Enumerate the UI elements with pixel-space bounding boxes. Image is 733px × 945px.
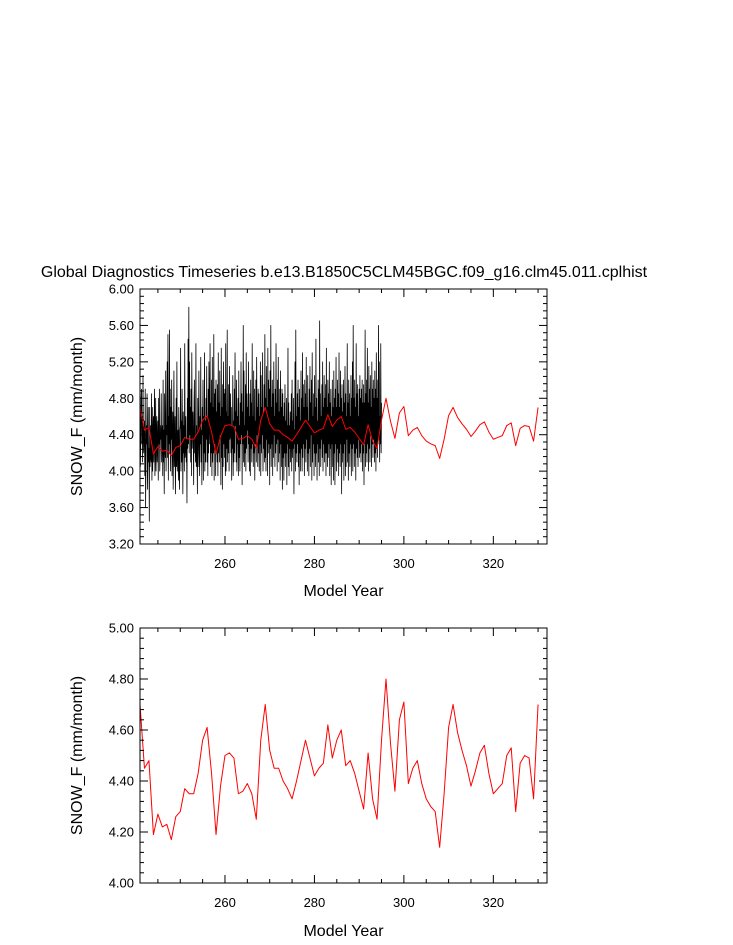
x-tick-label: 300 — [393, 895, 415, 910]
x-tick-label: 280 — [304, 895, 326, 910]
x-tick-label: 260 — [214, 556, 236, 571]
y-tick-label: 4.40 — [109, 427, 134, 442]
series-line-monthly — [139, 306, 382, 522]
annual-panel: 260 280 300 320 4.00 4.20 4.40 4.60 4.80 5.00 SNO… — [69, 621, 548, 940]
x-tick-label: 300 — [393, 556, 415, 571]
x-tick-label: 320 — [482, 895, 504, 910]
series-line-annual-mean — [139, 678, 539, 848]
chart-title: Global Diagnostics Timeseries b.e13.B185… — [41, 264, 648, 281]
x-axis-label: Model Year — [303, 923, 384, 940]
y-tick-label: 4.00 — [109, 464, 134, 479]
x-axis-label: Model Year — [303, 583, 384, 600]
y-tick-label: 5.00 — [109, 621, 134, 636]
y-tick-label: 4.20 — [109, 825, 134, 840]
monthly-panel: 260 280 300 320 3.20 3.60 4.00 4.40 4.80 5.20 5.60… — [69, 282, 548, 600]
y-tick-label: 5.20 — [109, 354, 134, 369]
plot-frame — [139, 627, 548, 884]
x-tick-label: 280 — [304, 556, 326, 571]
y-tick-label: 4.80 — [109, 391, 134, 406]
x-tick-label: 320 — [482, 556, 504, 571]
y-axis-label: SNOW_F (mm/month) — [69, 676, 86, 835]
series-line-annual-mean — [139, 397, 539, 459]
y-tick-label: 5.60 — [109, 318, 134, 333]
y-tick-label: 4.60 — [109, 723, 134, 738]
y-tick-label: 4.00 — [109, 876, 134, 891]
y-tick-label: 4.40 — [109, 774, 134, 789]
y-tick-label: 4.80 — [109, 672, 134, 687]
y-tick-label: 6.00 — [109, 282, 134, 297]
x-tick-label: 260 — [214, 895, 236, 910]
y-tick-label: 3.60 — [109, 500, 134, 515]
y-tick-label: 3.20 — [109, 537, 134, 552]
y-axis-label: SNOW_F (mm/month) — [69, 337, 86, 496]
plot-frame — [139, 288, 548, 545]
